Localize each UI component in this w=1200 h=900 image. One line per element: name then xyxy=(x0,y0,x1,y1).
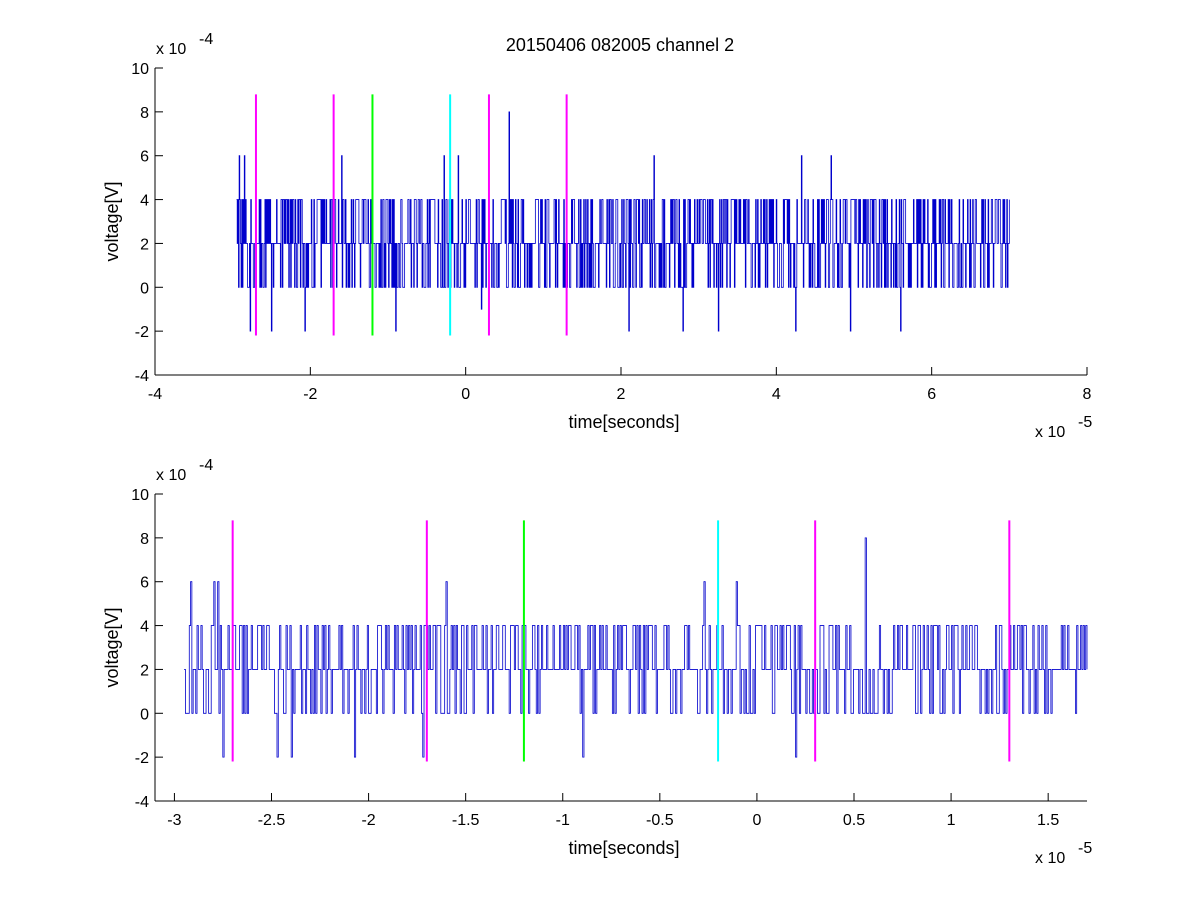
bottom-plot: -3 -2.5 -2 -1.5 -1 -0.5 0 0.5 1 1.5 -4 -2 0 2 4 6 8 10 tim… xyxy=(102,457,1092,867)
x-tick-label-2: 0 xyxy=(461,386,470,403)
top-plot: -4 -2 0 2 4 6 8 -4 -2 0 2 4 6 8 10 time[seconds] voltage… xyxy=(102,31,1092,441)
y-multiplier-exponent: -4 xyxy=(199,457,213,474)
x-tick-label-4: 4 xyxy=(772,386,781,403)
x-tick-label-8: 1 xyxy=(947,812,956,829)
x-multiplier-exponent: -5 xyxy=(1078,414,1092,431)
y-tick-label-3: 2 xyxy=(140,662,149,679)
y-axis-label: voltage[V] xyxy=(102,607,122,687)
y-tick-label-7: 10 xyxy=(131,487,149,504)
y-tick-label-2: 0 xyxy=(140,706,149,723)
y-multiplier-exponent: -4 xyxy=(199,31,213,48)
y-tick-label-6: 8 xyxy=(140,531,149,548)
y-tick-label-0: -4 xyxy=(135,368,149,385)
x-multiplier: x 10 xyxy=(1035,850,1065,867)
x-axis-label: time[seconds] xyxy=(568,838,679,858)
y-tick-label-5: 6 xyxy=(140,149,149,166)
y-tick-label-3: 2 xyxy=(140,236,149,253)
x-multiplier: x 10 xyxy=(1035,424,1065,441)
y-tick-label-2: 0 xyxy=(140,280,149,297)
y-tick-label-0: -4 xyxy=(135,794,149,811)
series-line-0 xyxy=(236,111,1010,332)
figure-title: 20150406 082005 channel 2 xyxy=(506,35,734,55)
plot-background xyxy=(155,68,1087,375)
x-tick-label-1: -2.5 xyxy=(258,812,286,829)
x-tick-label-6: 8 xyxy=(1083,386,1092,403)
y-tick-label-5: 6 xyxy=(140,575,149,592)
series-line-0 xyxy=(184,537,1088,758)
y-tick-label-1: -2 xyxy=(135,750,149,767)
x-tick-label-4: -1 xyxy=(556,812,570,829)
x-axis-label: time[seconds] xyxy=(568,412,679,432)
x-tick-label-0: -3 xyxy=(167,812,181,829)
y-tick-label-4: 4 xyxy=(140,619,149,636)
x-tick-label-6: 0 xyxy=(752,812,761,829)
y-tick-label-7: 10 xyxy=(131,61,149,78)
y-multiplier: x 10 xyxy=(156,41,186,58)
y-axis-label: voltage[V] xyxy=(102,181,122,261)
y-tick-label-6: 8 xyxy=(140,105,149,122)
y-multiplier: x 10 xyxy=(156,467,186,484)
y-tick-label-1: -2 xyxy=(135,324,149,341)
x-tick-label-3: -1.5 xyxy=(452,812,480,829)
x-tick-label-9: 1.5 xyxy=(1037,812,1059,829)
x-tick-label-5: -0.5 xyxy=(646,812,674,829)
x-multiplier-exponent: -5 xyxy=(1078,840,1092,857)
x-tick-label-1: -2 xyxy=(303,386,317,403)
x-tick-label-2: -2 xyxy=(361,812,375,829)
x-tick-label-0: -4 xyxy=(148,386,162,403)
y-tick-label-4: 4 xyxy=(140,193,149,210)
x-tick-label-3: 2 xyxy=(617,386,626,403)
x-tick-label-7: 0.5 xyxy=(843,812,865,829)
x-tick-label-5: 6 xyxy=(927,386,936,403)
